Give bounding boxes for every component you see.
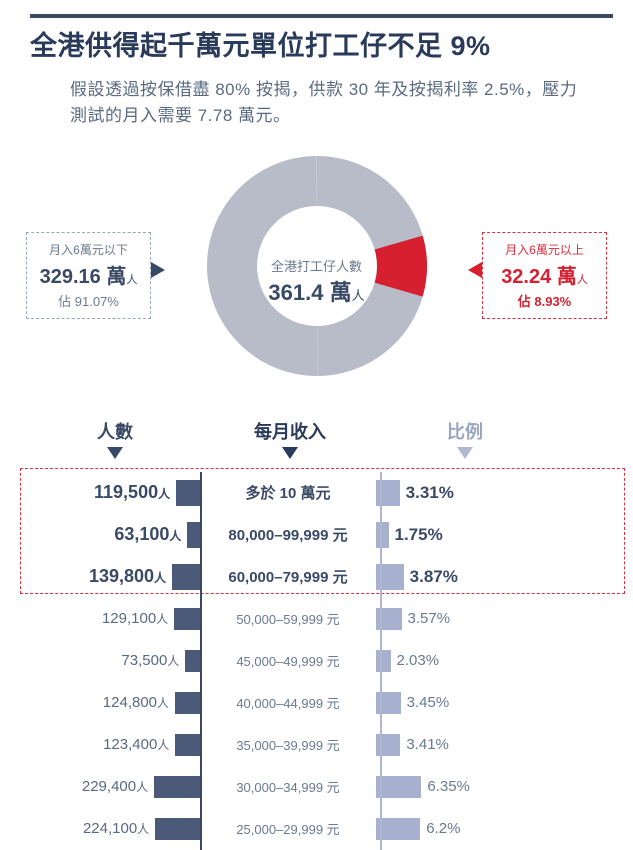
chevron-down-icon xyxy=(282,447,298,459)
cell-income: 30,000–34,999 元 xyxy=(200,777,376,796)
cell-pct: 2.03% xyxy=(376,650,546,672)
cell-income: 35,000–39,999 元 xyxy=(200,735,376,754)
bar-left xyxy=(185,650,200,672)
side-right-value: 32.24 萬人 xyxy=(495,260,594,289)
cell-count: 73,500人 xyxy=(30,650,200,672)
bar-left xyxy=(175,692,200,714)
cell-income: 45,000–49,999 元 xyxy=(200,651,376,670)
bar-left xyxy=(187,522,200,548)
pct-text: 3.31% xyxy=(400,483,454,503)
cell-count: 124,800人 xyxy=(30,692,200,714)
cell-income: 50,000–59,999 元 xyxy=(200,609,376,628)
header-arrows xyxy=(30,446,603,464)
bar-right xyxy=(376,818,420,840)
side-box-below-60k: 月入6萬元以下 329.16 萬人 佔 91.07% xyxy=(26,232,151,319)
cell-income: 80,000–99,999 元 xyxy=(200,524,376,545)
cell-pct: 6.35% xyxy=(376,776,546,798)
count-text: 139,800人 xyxy=(89,566,172,587)
pct-text: 6.35% xyxy=(421,778,470,795)
cell-income: 60,000–79,999 元 xyxy=(200,566,376,587)
subtitle: 假設透過按保借盡 80% 按揭，供款 30 年及按揭利率 2.5%，壓力測試的月… xyxy=(0,71,633,130)
bar-left xyxy=(155,818,200,840)
table-rows: 119,500人 多於 10 萬元 3.31% 63,100人 80,000–99,99… xyxy=(30,472,603,850)
table-headers: 人數 每月收入 比例 xyxy=(30,418,603,444)
bar-right xyxy=(376,776,421,798)
count-text: 129,100人 xyxy=(102,610,174,627)
page-title: 全港供得起千萬元單位打工仔不足 9% xyxy=(30,24,613,63)
count-text: 119,500人 xyxy=(94,482,176,503)
cell-count: 139,800人 xyxy=(30,564,200,590)
title-rule xyxy=(30,14,613,18)
side-right-pct: 佔 8.93% xyxy=(495,291,594,310)
bar-left xyxy=(175,734,200,756)
cell-pct: 6.2% xyxy=(376,818,546,840)
table-row: 139,800人 60,000–79,999 元 3.87% xyxy=(30,556,603,598)
cell-count: 229,400人 xyxy=(30,776,200,798)
pct-text: 3.41% xyxy=(400,736,449,753)
cell-pct: 3.57% xyxy=(376,608,546,630)
cell-count: 119,500人 xyxy=(30,480,200,506)
cell-pct: 3.87% xyxy=(376,564,546,590)
cell-count: 224,100人 xyxy=(30,818,200,840)
donut-area: 全港打工仔人數 361.4 萬人 月入6萬元以下 329.16 萬人 佔 91.… xyxy=(0,138,633,418)
side-right-label: 月入6萬元以上 xyxy=(495,241,594,258)
header-ratio: 比例 xyxy=(380,418,550,444)
table-row: 119,500人 多於 10 萬元 3.31% xyxy=(30,472,603,514)
donut-center-value: 361.4 萬人 xyxy=(242,275,392,307)
axis-left xyxy=(200,472,202,850)
header-income: 每月收入 xyxy=(200,418,380,444)
count-text: 224,100人 xyxy=(83,820,155,837)
chevron-down-icon xyxy=(457,447,473,459)
count-text: 63,100人 xyxy=(114,524,187,545)
chevron-down-icon xyxy=(107,447,123,459)
bar-left xyxy=(176,480,200,506)
table-row: 229,400人 30,000–34,999 元 6.35% xyxy=(30,766,603,808)
table-row: 129,100人 50,000–59,999 元 3.57% xyxy=(30,598,603,640)
cell-pct: 1.75% xyxy=(376,522,546,548)
side-left-value: 329.16 萬人 xyxy=(39,260,138,289)
bar-right xyxy=(376,650,391,672)
arrow-left-icon xyxy=(151,262,165,278)
pct-text: 3.45% xyxy=(401,694,450,711)
cell-pct: 3.41% xyxy=(376,734,546,756)
pct-text: 1.75% xyxy=(389,525,443,545)
cell-income: 40,000–44,999 元 xyxy=(200,693,376,712)
cell-pct: 3.31% xyxy=(376,480,546,506)
axis-right xyxy=(380,472,382,850)
table-row: 123,400人 35,000–39,999 元 3.41% xyxy=(30,724,603,766)
bar-right xyxy=(376,522,389,548)
bar-left xyxy=(154,776,200,798)
table-row: 63,100人 80,000–99,999 元 1.75% xyxy=(30,514,603,556)
cell-income: 25,000–29,999 元 xyxy=(200,819,376,838)
donut-center-label: 全港打工仔人數 xyxy=(242,256,392,275)
count-text: 124,800人 xyxy=(103,694,175,711)
table-row: 124,800人 40,000–44,999 元 3.45% xyxy=(30,682,603,724)
header-count: 人數 xyxy=(30,418,200,444)
cell-count: 129,100人 xyxy=(30,608,200,630)
pct-text: 2.03% xyxy=(391,652,440,669)
bar-left xyxy=(174,608,200,630)
count-text: 123,400人 xyxy=(103,736,175,753)
count-text: 73,500人 xyxy=(121,652,185,669)
arrow-right-icon xyxy=(468,262,482,278)
side-box-above-60k: 月入6萬元以上 32.24 萬人 佔 8.93% xyxy=(482,232,607,319)
bar-left xyxy=(172,564,200,590)
pct-text: 3.87% xyxy=(404,567,458,587)
cell-count: 63,100人 xyxy=(30,522,200,548)
pct-text: 3.57% xyxy=(402,610,451,627)
cell-pct: 3.45% xyxy=(376,692,546,714)
title-block: 全港供得起千萬元單位打工仔不足 9% xyxy=(0,0,633,71)
side-left-label: 月入6萬元以下 xyxy=(39,241,138,258)
count-text: 229,400人 xyxy=(82,778,154,795)
table-row: 224,100人 25,000–29,999 元 6.2% xyxy=(30,808,603,850)
cell-count: 123,400人 xyxy=(30,734,200,756)
cell-income: 多於 10 萬元 xyxy=(200,482,376,503)
side-left-pct: 佔 91.07% xyxy=(39,291,138,310)
pct-text: 6.2% xyxy=(420,820,460,837)
income-table: 人數 每月收入 比例 119,500人 多於 10 萬元 3.31% 63,100人 8… xyxy=(0,418,633,850)
table-row: 73,500人 45,000–49,999 元 2.03% xyxy=(30,640,603,682)
donut-center: 全港打工仔人數 361.4 萬人 xyxy=(242,256,392,307)
